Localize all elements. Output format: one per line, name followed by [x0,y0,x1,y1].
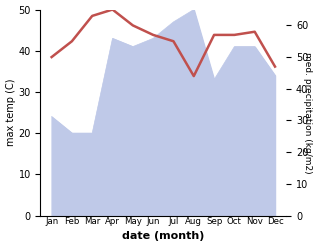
Y-axis label: med. precipitation (kg/m2): med. precipitation (kg/m2) [303,52,313,173]
Y-axis label: max temp (C): max temp (C) [5,79,16,146]
X-axis label: date (month): date (month) [122,231,204,242]
